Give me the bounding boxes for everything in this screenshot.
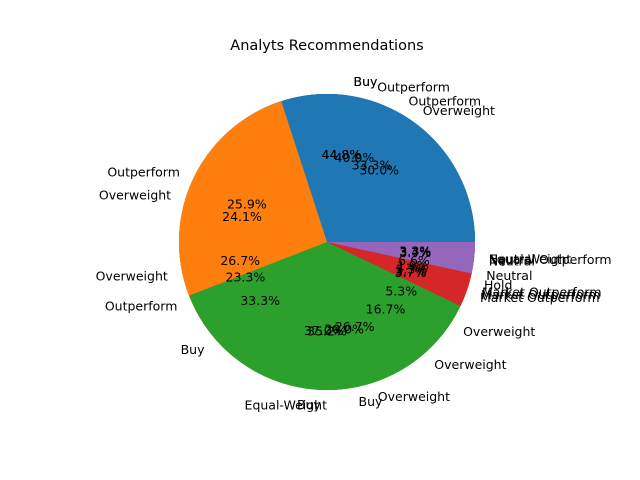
pie-slice-4-0 — [281, 93, 475, 242]
slice-percent-4-1: 25.9% — [227, 196, 267, 211]
slice-percent-2-3: 3.3% — [396, 262, 428, 277]
slice-labels: BuyOutperformBuyOverweightNeutralBuyBuyO… — [96, 74, 612, 412]
slice-percent-4-0: 30.0% — [359, 163, 399, 178]
slice-label-3-4: Neutral — [489, 253, 535, 268]
slice-label-2-0: Outperform — [377, 80, 450, 95]
slice-label-3-1: Overweight — [99, 188, 171, 203]
slice-percent-4-2: 37.0% — [304, 323, 344, 338]
slice-label-2-2: Overweight — [378, 389, 450, 404]
slice-label-2-4: Equal-Weight — [489, 251, 572, 266]
slice-percent-0-2: 20.0% — [324, 322, 364, 337]
slice-label-2-1: Overweight — [96, 269, 168, 284]
pie-slice-4-2 — [189, 242, 461, 391]
pie-slice-4-1 — [178, 101, 327, 296]
slice-label-0-2: Buy — [359, 394, 383, 409]
slice-percent-4-3: 3.7% — [395, 263, 427, 278]
pie-slices — [178, 93, 476, 391]
slice-percent-2-0: 40.0% — [335, 150, 375, 165]
chart-title: Analyts Recommendations — [230, 38, 423, 54]
slice-percent-3-0: 33.3% — [352, 158, 392, 173]
slice-label-3-3: Market Outperform — [480, 290, 600, 305]
slice-label-4-3: Market Outperform — [481, 287, 601, 302]
slice-percent-1-0: 44.8% — [322, 147, 362, 162]
slice-label-1-1: Buy — [181, 342, 205, 357]
slice-label-2-3: Market Outperform — [482, 284, 602, 299]
slice-percent-1-3: 1.9% — [397, 258, 429, 273]
slice-label-4-4: Neutral Outperform — [489, 252, 612, 267]
slice-label-0-3: Overweight — [463, 324, 535, 339]
pie-slice-4-4 — [327, 242, 475, 274]
slice-label-1-3: Hold — [484, 278, 512, 293]
slice-label-1-0: Buy — [354, 74, 378, 89]
slice-percent-0-1: 23.3% — [226, 270, 266, 285]
slice-label-0-4: Neutral — [486, 268, 532, 283]
slice-percent-3-1: 24.1% — [222, 209, 262, 224]
slice-percent-0-3: 5.3% — [385, 283, 417, 298]
slice-percent-1-2: 16.7% — [366, 301, 406, 316]
slice-label-0-0: Buy — [354, 74, 378, 89]
slice-percent-4-4: 3.4% — [399, 244, 431, 259]
slice-percent-3-3: 3.7% — [395, 265, 427, 280]
slice-percent-2-4: 3.3% — [399, 244, 431, 259]
slice-label-3-0: Outperform — [409, 94, 482, 109]
slice-percent-0-0: 44.8% — [322, 147, 362, 162]
slice-label-1-2: Overweight — [434, 357, 506, 372]
slice-label-4-2: Buy — [297, 397, 321, 412]
slice-label-3-2: Equal-Weight — [245, 397, 328, 412]
slice-percent-2-2: 26.7% — [335, 319, 375, 334]
slice-percent-1-4: 3.3% — [399, 244, 431, 259]
slice-label-4-0: Overweight — [423, 103, 495, 118]
slice-percent-3-2: 35.2% — [307, 323, 347, 338]
slice-label-1-4: Neutral — [489, 251, 535, 266]
slice-label-0-1: Outperform — [105, 299, 178, 314]
slice-percentages: 44.8%23.3%20.0%5.3%6.6%44.8%33.3%16.7%1.… — [220, 147, 431, 338]
slice-percent-2-1: 26.7% — [220, 253, 260, 268]
slice-percent-1-1: 33.3% — [240, 293, 280, 308]
slice-label-4-1: Outperform — [107, 165, 180, 180]
slice-percent-3-4: 3.7% — [399, 245, 431, 260]
slice-percent-0-4: 6.6% — [398, 253, 430, 268]
pie-slice-4-3 — [327, 242, 472, 306]
